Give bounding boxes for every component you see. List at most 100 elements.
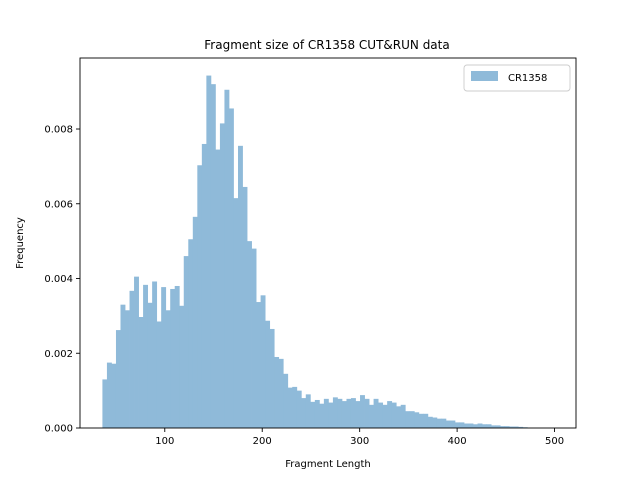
histogram-bar — [360, 395, 365, 428]
histogram-bar — [418, 413, 424, 428]
histogram-bar — [233, 198, 239, 428]
histogram-bar — [237, 145, 243, 428]
histogram-bar — [369, 404, 374, 428]
histogram-bar — [278, 358, 284, 428]
histogram-bar — [219, 123, 225, 428]
x-tick-label: 200 — [253, 436, 272, 447]
histogram-bar — [165, 310, 171, 428]
histogram-bar — [305, 394, 311, 428]
histogram-bar — [215, 149, 221, 428]
histogram-bar — [292, 386, 298, 428]
histogram-bar — [509, 426, 515, 428]
histogram-bar — [134, 276, 139, 428]
histogram-bar — [450, 420, 456, 428]
histogram-bar — [486, 424, 492, 428]
histogram-bar — [445, 420, 451, 428]
histogram-bar — [197, 165, 203, 428]
histogram-bar — [473, 424, 478, 428]
histogram-bar — [400, 404, 406, 428]
histogram-bar — [310, 401, 316, 428]
histogram-bar — [504, 426, 510, 428]
histogram-bar — [491, 425, 497, 428]
legend-label: CR1358 — [508, 73, 547, 84]
histogram-bar — [463, 423, 469, 428]
histogram-bar — [296, 390, 302, 428]
histogram-bar — [115, 330, 121, 428]
legend: CR1358 — [463, 64, 571, 92]
histogram-bar — [120, 304, 126, 428]
histogram-bar — [129, 290, 135, 428]
histogram-bar — [378, 402, 384, 428]
histogram-bar — [156, 321, 162, 428]
histogram-bar — [482, 424, 487, 428]
histogram-bar — [147, 302, 153, 428]
histogram-bar — [468, 423, 474, 428]
x-tick-label: 500 — [545, 436, 564, 447]
histogram-bar — [152, 281, 158, 428]
histogram-bar — [228, 108, 234, 429]
histogram-bar — [125, 310, 130, 428]
histogram-bar — [373, 398, 379, 428]
histogram-bar — [500, 426, 506, 428]
histogram-bar — [414, 412, 420, 428]
histogram-bar — [337, 398, 343, 428]
histogram-bar — [111, 363, 117, 428]
histogram-bar — [269, 328, 275, 428]
histogram-bar — [265, 320, 271, 428]
histogram-bar — [355, 401, 361, 428]
histogram-bar — [341, 401, 347, 428]
x-tick-label: 400 — [448, 436, 467, 447]
histogram-bar — [143, 284, 149, 428]
histogram-bar — [391, 402, 397, 428]
histogram-bar — [495, 425, 501, 428]
histogram-bar — [242, 186, 248, 428]
histogram-bar — [328, 402, 334, 428]
histogram-bar — [332, 397, 338, 428]
y-axis-ticks: 0.000 0.002 0.004 0.006 0.008 — [44, 125, 80, 435]
y-axis-label: Frequency — [15, 217, 26, 269]
histogram-bar — [314, 399, 320, 428]
histogram-bar — [436, 418, 442, 428]
histogram-bar — [206, 75, 212, 428]
histogram-bar — [364, 398, 370, 428]
histogram-bar — [174, 285, 180, 428]
histogram-bar — [102, 379, 108, 428]
histogram-bar — [106, 362, 112, 428]
histogram-bar — [188, 239, 194, 428]
histogram-bar — [260, 295, 266, 428]
histogram-bar — [432, 417, 438, 428]
histogram-bar — [323, 398, 329, 428]
histogram-bar — [283, 373, 289, 428]
histogram-bar — [138, 317, 144, 428]
histogram-bar — [192, 216, 198, 428]
histogram-bar — [441, 418, 447, 428]
x-tick-label: 100 — [155, 436, 174, 447]
histogram-bar — [170, 288, 176, 428]
histogram-bar — [396, 406, 402, 428]
y-tick-label: 0.000 — [44, 424, 73, 435]
histogram-bar — [518, 426, 524, 428]
histogram-bar — [274, 356, 280, 428]
histogram-bar — [256, 302, 261, 428]
histogram-bar — [346, 398, 352, 428]
x-axis-ticks: 100 200 300 400 500 — [155, 428, 564, 447]
plot-frame — [79, 57, 577, 429]
legend-swatch — [471, 71, 498, 81]
histogram-bar — [459, 422, 465, 428]
histogram-bar — [183, 256, 189, 428]
histogram-bar — [201, 143, 207, 428]
histogram-bar — [251, 248, 257, 428]
histogram-bar — [210, 84, 216, 428]
histogram-bar — [454, 422, 460, 428]
y-tick-label: 0.004 — [44, 274, 73, 285]
y-tick-label: 0.008 — [44, 125, 73, 136]
histogram-bar — [513, 426, 519, 428]
histogram-bar — [409, 411, 415, 428]
chart-title: Fragment size of CR1358 CUT&RUN data — [204, 38, 449, 52]
histogram-bar — [301, 398, 307, 428]
x-tick-label: 300 — [350, 436, 369, 447]
histogram-bar — [161, 287, 167, 428]
histogram-bar — [179, 305, 185, 428]
y-tick-label: 0.006 — [44, 199, 73, 210]
